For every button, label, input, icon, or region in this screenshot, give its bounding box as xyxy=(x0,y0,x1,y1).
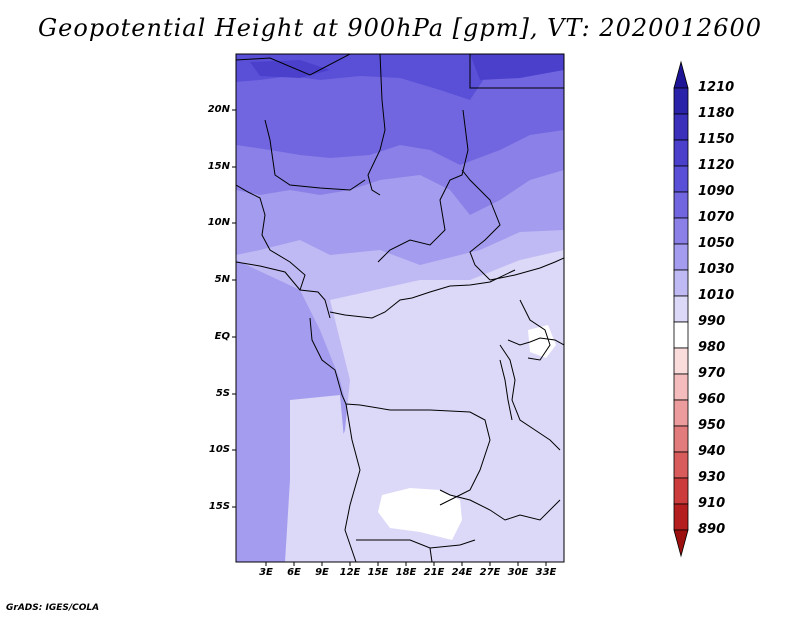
colorbar-segment xyxy=(673,477,689,505)
colorbar-segment xyxy=(673,113,689,141)
colorbar-segment xyxy=(673,321,689,349)
lat-label: 20N xyxy=(207,104,230,115)
chart-title: Geopotential Height at 900hPa [gpm], VT:… xyxy=(38,14,762,42)
colorbar-label: 1010 xyxy=(698,288,735,303)
colorbar-label: 960 xyxy=(698,392,726,407)
lon-label: 33E xyxy=(535,567,557,578)
colorbar-segment xyxy=(673,243,689,271)
colorbar-label: 950 xyxy=(698,418,726,433)
lat-label: 10N xyxy=(207,217,230,228)
lat-label: 15N xyxy=(207,161,230,172)
lon-label: 15E xyxy=(367,567,389,578)
colorbar-label: 930 xyxy=(698,470,726,485)
lon-label: 12E xyxy=(339,567,361,578)
lon-label: 24E xyxy=(451,567,473,578)
map-frame xyxy=(235,53,565,563)
lon-label: 3E xyxy=(259,567,273,578)
colorbar-label: 1180 xyxy=(698,106,735,121)
colorbar-segment xyxy=(673,399,689,427)
colorbar-label: 1210 xyxy=(698,80,735,95)
colorbar-segment xyxy=(673,87,689,115)
colorbar-segment xyxy=(673,269,689,297)
lat-label: 5S xyxy=(215,388,230,399)
lon-label: 9E xyxy=(315,567,329,578)
colorbar-label: 890 xyxy=(698,522,726,537)
lat-label: EQ xyxy=(214,331,230,342)
colorbar-segment xyxy=(673,191,689,219)
colorbar-label: 1150 xyxy=(698,132,735,147)
colorbar-label: 910 xyxy=(698,496,726,511)
colorbar-label: 980 xyxy=(698,340,726,355)
lon-label: 21E xyxy=(423,567,445,578)
lat-label: 15S xyxy=(208,501,230,512)
colorbar-segment xyxy=(673,165,689,193)
colorbar-segment xyxy=(673,425,689,453)
colorbar-label: 1120 xyxy=(698,158,735,173)
colorbar-segment xyxy=(673,347,689,375)
grads-credit: GrADS: IGES/COLA xyxy=(6,603,100,613)
colorbar-label: 1070 xyxy=(698,210,735,225)
axis-ticks xyxy=(232,109,547,566)
colorbar xyxy=(673,60,689,558)
borders xyxy=(236,54,564,562)
colorbar-segment xyxy=(673,503,689,531)
lat-label: 10S xyxy=(208,444,230,455)
lon-label: 6E xyxy=(287,567,301,578)
colorbar-label: 1050 xyxy=(698,236,735,251)
map-field xyxy=(236,54,564,562)
colorbar-segment xyxy=(673,295,689,323)
lon-label: 18E xyxy=(395,567,417,578)
colorbar-label: 970 xyxy=(698,366,726,381)
colorbar-segment xyxy=(673,373,689,401)
colorbar-segment xyxy=(673,217,689,245)
colorbar-label: 990 xyxy=(698,314,726,329)
colorbar-segment xyxy=(673,529,689,558)
colorbar-label: 940 xyxy=(698,444,726,459)
lon-label: 30E xyxy=(507,567,529,578)
colorbar-label: 1090 xyxy=(698,184,735,199)
colorbar-label: 1030 xyxy=(698,262,735,277)
lon-label: 27E xyxy=(479,567,501,578)
colorbar-segment xyxy=(673,139,689,167)
colorbar-segment xyxy=(673,451,689,479)
colorbar-segment xyxy=(673,60,689,89)
lat-label: 5N xyxy=(214,274,230,285)
